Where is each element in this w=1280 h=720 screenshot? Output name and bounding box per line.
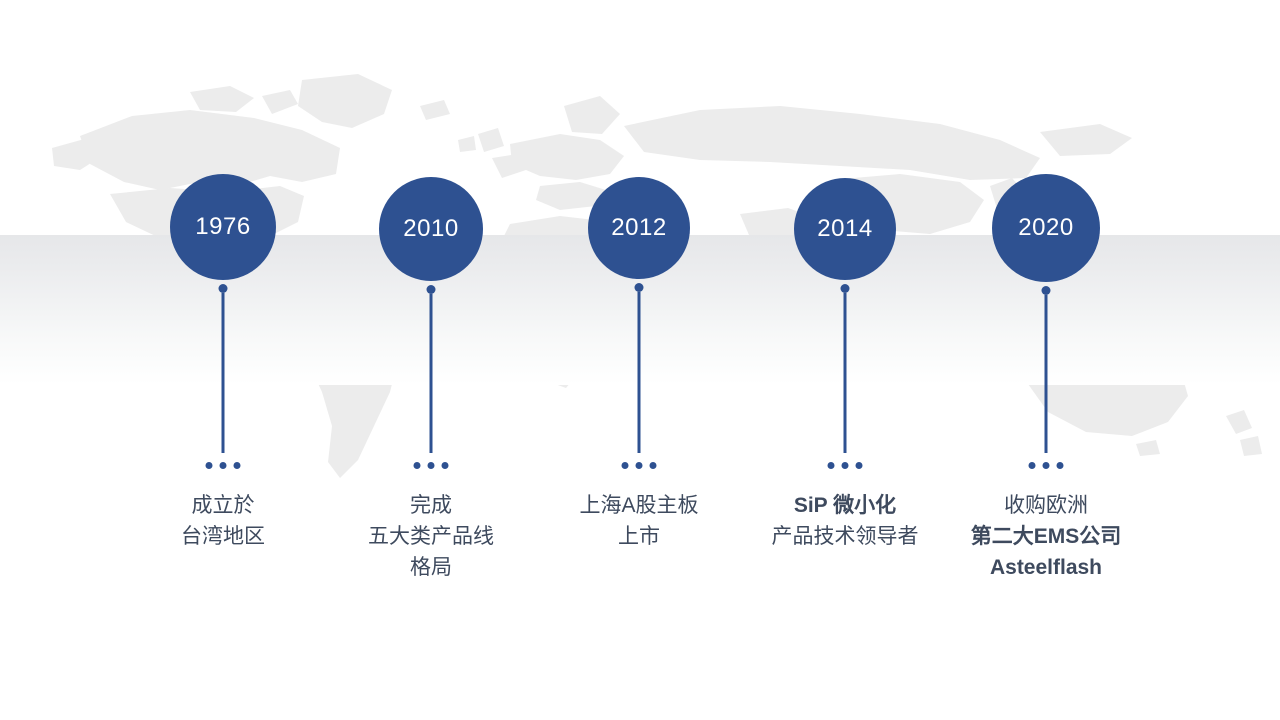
connector-line bbox=[1044, 295, 1048, 453]
caption-line: 上市 bbox=[618, 525, 660, 548]
caption-line: 第二大EMS公司 bbox=[970, 525, 1122, 548]
connector-triple-dots bbox=[205, 462, 241, 469]
dot bbox=[635, 462, 643, 469]
milestone-1976[interactable]: 1976 成立於 台湾地区 bbox=[73, 0, 373, 720]
connector-triple-dots bbox=[621, 462, 657, 469]
caption-line: 完成 bbox=[410, 494, 452, 517]
connector-top-dot bbox=[840, 284, 850, 293]
caption-line: 成立於 bbox=[191, 494, 255, 517]
dot bbox=[219, 462, 227, 469]
caption-2012: 上海A股主板 上市 bbox=[489, 490, 789, 552]
dot bbox=[233, 462, 241, 469]
caption-line: 收购欧洲 bbox=[1004, 494, 1088, 517]
caption-line: 五大类产品线 bbox=[368, 525, 494, 548]
dot bbox=[649, 462, 657, 469]
connector-2010 bbox=[413, 285, 449, 469]
dot bbox=[1042, 462, 1050, 469]
milestone-2012[interactable]: 2012 上海A股主板 上市 bbox=[489, 0, 789, 720]
caption-line: 上海A股主板 bbox=[579, 494, 699, 517]
connector-triple-dots bbox=[413, 462, 449, 469]
connector-top-dot bbox=[1041, 286, 1051, 295]
dot bbox=[855, 462, 863, 469]
connector-line bbox=[637, 292, 641, 453]
caption-line: 台湾地区 bbox=[181, 525, 265, 548]
connector-1976 bbox=[205, 284, 241, 469]
connector-2020 bbox=[1028, 286, 1064, 469]
year-bubble-2012[interactable]: 2012 bbox=[588, 177, 690, 279]
caption-1976: 成立於 台湾地区 bbox=[73, 490, 373, 552]
connector-top-dot bbox=[218, 284, 228, 293]
dot bbox=[1056, 462, 1064, 469]
dot bbox=[441, 462, 449, 469]
dot bbox=[427, 462, 435, 469]
year-bubble-2020[interactable]: 2020 bbox=[992, 174, 1100, 282]
dot bbox=[841, 462, 849, 469]
year-bubble-2014[interactable]: 2014 bbox=[794, 178, 896, 280]
milestone-2010[interactable]: 2010 完成 五大类产品线 格局 bbox=[281, 0, 581, 720]
caption-line: SiP 微小化 bbox=[793, 494, 897, 517]
connector-triple-dots bbox=[827, 462, 863, 469]
dot bbox=[621, 462, 629, 469]
connector-line bbox=[429, 294, 433, 453]
caption-line: 产品技术领导者 bbox=[771, 525, 919, 548]
connector-top-dot bbox=[426, 285, 436, 294]
connector-triple-dots bbox=[1028, 462, 1064, 469]
caption-2014: SiP 微小化 产品技术领导者 bbox=[695, 490, 995, 552]
caption-2020: 收购欧洲 第二大EMS公司 Asteelflash bbox=[896, 490, 1196, 583]
milestone-2020[interactable]: 2020 收购欧洲 第二大EMS公司 Asteelflash bbox=[896, 0, 1196, 720]
milestone-2014[interactable]: 2014 SiP 微小化 产品技术领导者 bbox=[695, 0, 995, 720]
connector-2014 bbox=[827, 284, 863, 469]
year-bubble-1976[interactable]: 1976 bbox=[170, 174, 276, 280]
connector-2012 bbox=[621, 283, 657, 469]
connector-line bbox=[843, 293, 847, 453]
year-bubble-2010[interactable]: 2010 bbox=[379, 177, 483, 281]
caption-line: Asteelflash bbox=[989, 556, 1103, 579]
caption-2010: 完成 五大类产品线 格局 bbox=[281, 490, 581, 583]
dot bbox=[827, 462, 835, 469]
dot bbox=[413, 462, 421, 469]
connector-top-dot bbox=[634, 283, 644, 292]
connector-line bbox=[221, 293, 225, 453]
dot bbox=[205, 462, 213, 469]
caption-line: 格局 bbox=[410, 556, 452, 579]
dot bbox=[1028, 462, 1036, 469]
